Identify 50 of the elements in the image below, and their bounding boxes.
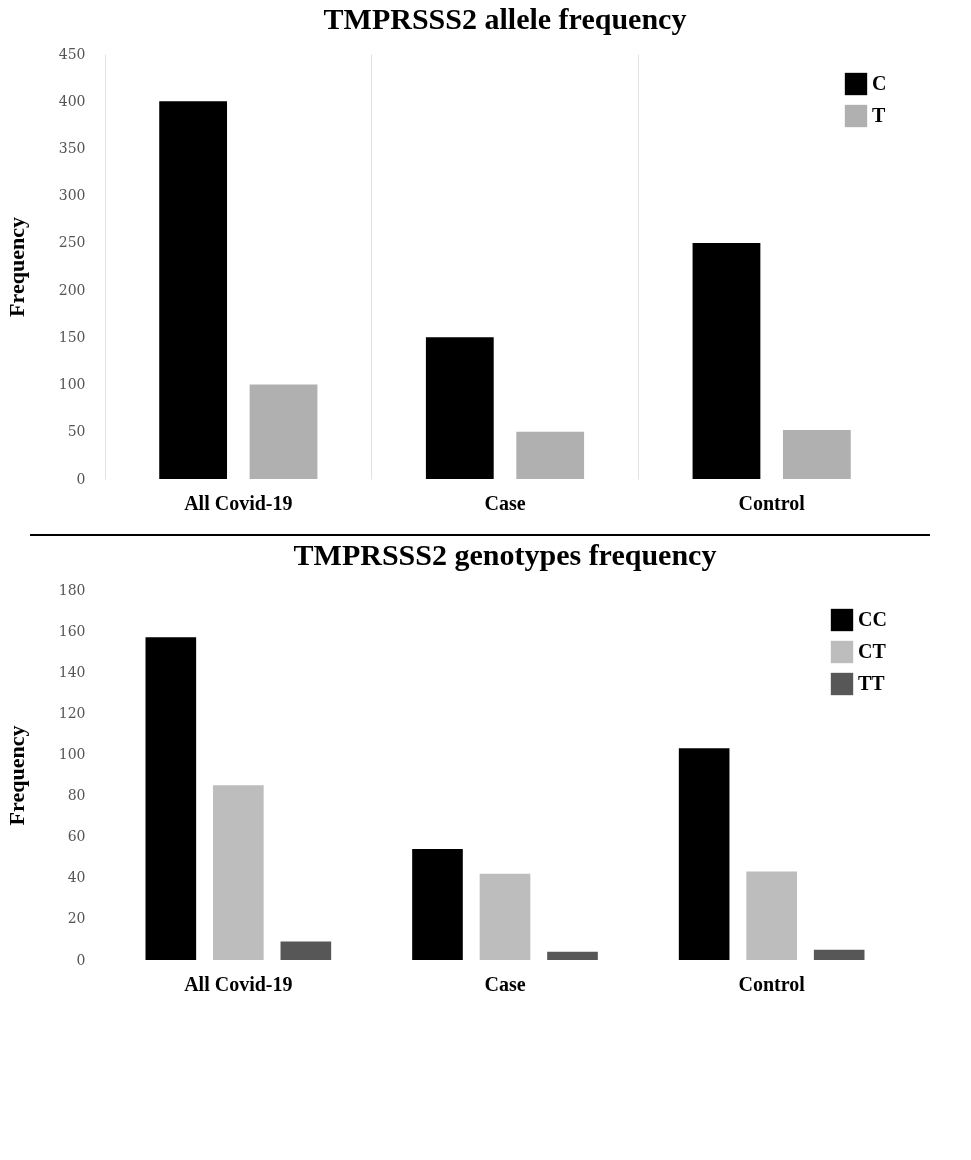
y-tick-label: 0 bbox=[76, 951, 86, 968]
bar bbox=[813, 949, 865, 960]
x-tick-label: All Covid-19 bbox=[184, 972, 293, 995]
y-tick-label: 180 bbox=[58, 581, 86, 598]
y-tick-label: 40 bbox=[67, 869, 86, 886]
bar bbox=[692, 242, 761, 479]
bar bbox=[280, 941, 332, 960]
legend-label: CC bbox=[858, 608, 887, 630]
legend-label: CT bbox=[858, 640, 887, 662]
bar bbox=[249, 384, 318, 479]
y-tick-label: 200 bbox=[58, 281, 86, 298]
bar bbox=[547, 951, 598, 960]
bar bbox=[159, 101, 228, 479]
y-tick-label: 0 bbox=[76, 470, 86, 487]
y-tick-label: 140 bbox=[58, 663, 86, 680]
y-tick-label: 150 bbox=[58, 328, 86, 345]
bar bbox=[678, 748, 730, 960]
y-tick-label: 120 bbox=[58, 704, 86, 721]
bar bbox=[479, 873, 531, 960]
y-tick-label: 160 bbox=[58, 622, 86, 639]
x-tick-label: Control bbox=[738, 972, 806, 995]
y-axis-title: Frequency bbox=[3, 217, 29, 317]
y-tick-label: 80 bbox=[67, 787, 86, 804]
bar bbox=[425, 337, 494, 479]
bar bbox=[516, 431, 585, 479]
x-tick-label: Case bbox=[484, 972, 526, 995]
y-tick-label: 100 bbox=[58, 745, 86, 762]
x-tick-label: Case bbox=[484, 491, 526, 514]
bar bbox=[412, 849, 463, 960]
chart-title: TMPRSSS2 allele frequency bbox=[323, 2, 687, 35]
legend-label: T bbox=[872, 104, 886, 126]
y-tick-label: 50 bbox=[67, 423, 86, 440]
x-tick-label: Control bbox=[738, 491, 806, 514]
y-tick-label: 450 bbox=[58, 45, 86, 62]
bar bbox=[145, 637, 197, 960]
x-tick-label: All Covid-19 bbox=[184, 491, 293, 514]
bar bbox=[746, 871, 797, 960]
y-tick-label: 300 bbox=[58, 187, 86, 204]
bar bbox=[213, 785, 264, 960]
y-tick-label: 60 bbox=[67, 828, 86, 845]
y-tick-label: 250 bbox=[58, 234, 86, 251]
legend-label: C bbox=[872, 72, 887, 94]
y-tick-label: 100 bbox=[58, 376, 86, 393]
chart-title: TMPRSSS2 genotypes frequency bbox=[293, 538, 717, 571]
y-tick-label: 20 bbox=[67, 910, 86, 927]
bar bbox=[782, 429, 851, 479]
y-tick-label: 400 bbox=[58, 92, 86, 109]
y-tick-label: 350 bbox=[58, 139, 86, 156]
legend-label: TT bbox=[858, 672, 886, 694]
y-axis-title: Frequency bbox=[3, 725, 29, 826]
